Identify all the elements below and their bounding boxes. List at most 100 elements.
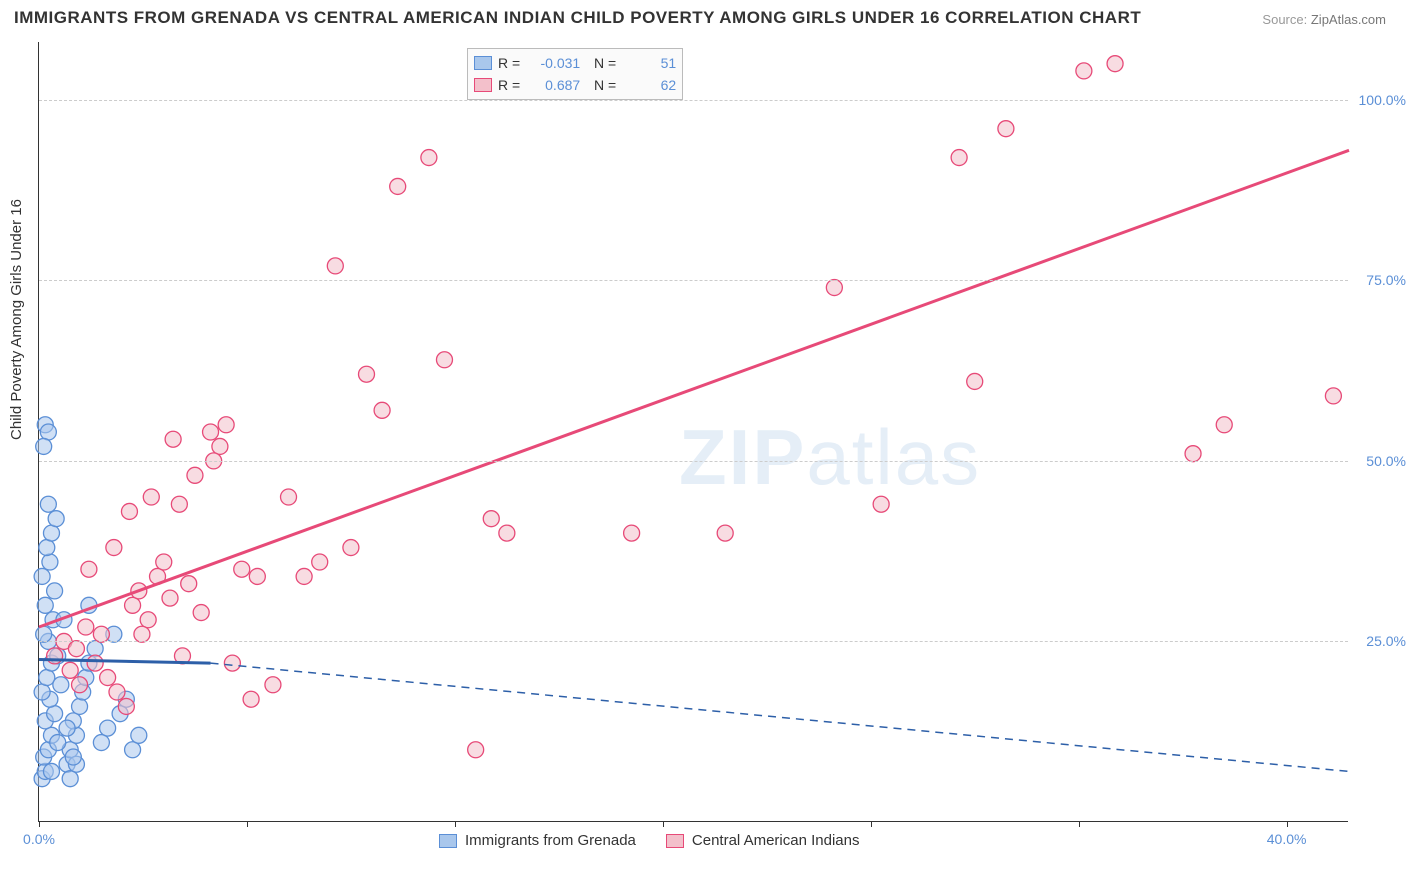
gridline xyxy=(39,641,1348,642)
data-point xyxy=(39,540,55,556)
data-point xyxy=(47,583,63,599)
data-point xyxy=(1325,388,1341,404)
data-point xyxy=(100,670,116,686)
data-point xyxy=(106,540,122,556)
gridline xyxy=(39,280,1348,281)
source-attribution: Source: ZipAtlas.com xyxy=(1262,12,1386,27)
data-point xyxy=(421,150,437,166)
data-point xyxy=(212,438,228,454)
data-point xyxy=(951,150,967,166)
data-point xyxy=(390,178,406,194)
x-tick-mark xyxy=(247,821,248,827)
data-point xyxy=(1185,446,1201,462)
gridline xyxy=(39,100,1348,101)
data-point xyxy=(312,554,328,570)
data-point xyxy=(826,280,842,296)
trend-line-dashed xyxy=(211,663,1349,771)
x-tick-label: 0.0% xyxy=(23,831,55,847)
data-point xyxy=(165,431,181,447)
data-point xyxy=(68,641,84,657)
x-tick-mark xyxy=(1079,821,1080,827)
data-point xyxy=(499,525,515,541)
data-point xyxy=(47,706,63,722)
chart-title: IMMIGRANTS FROM GRENADA VS CENTRAL AMERI… xyxy=(14,8,1141,28)
data-point xyxy=(193,605,209,621)
y-axis-label: Child Poverty Among Girls Under 16 xyxy=(8,199,25,440)
data-point xyxy=(1107,56,1123,72)
data-point xyxy=(436,352,452,368)
y-tick-label: 100.0% xyxy=(1359,92,1406,108)
source-value: ZipAtlas.com xyxy=(1311,12,1386,27)
data-point xyxy=(93,626,109,642)
data-point xyxy=(265,677,281,693)
legend-swatch-blue xyxy=(439,834,457,848)
data-point xyxy=(40,496,56,512)
data-point xyxy=(72,698,88,714)
y-tick-label: 25.0% xyxy=(1366,633,1406,649)
data-point xyxy=(121,503,137,519)
data-point xyxy=(468,742,484,758)
data-point xyxy=(93,735,109,751)
data-point xyxy=(234,561,250,577)
y-tick-label: 50.0% xyxy=(1366,453,1406,469)
data-point xyxy=(374,402,390,418)
data-point xyxy=(36,438,52,454)
data-point xyxy=(134,626,150,642)
legend-item-central-american: Central American Indians xyxy=(666,832,860,849)
data-point xyxy=(1076,63,1092,79)
data-point xyxy=(140,612,156,628)
data-point xyxy=(131,727,147,743)
data-point xyxy=(624,525,640,541)
data-point xyxy=(65,749,81,765)
data-point xyxy=(48,511,64,527)
data-point xyxy=(249,568,265,584)
data-point xyxy=(118,698,134,714)
data-point xyxy=(109,684,125,700)
chart-svg xyxy=(39,42,1348,821)
data-point xyxy=(100,720,116,736)
data-point xyxy=(181,576,197,592)
data-point xyxy=(34,684,50,700)
legend-swatch-pink xyxy=(666,834,684,848)
data-point xyxy=(162,590,178,606)
x-tick-mark xyxy=(39,821,40,827)
data-point xyxy=(203,424,219,440)
data-point xyxy=(72,677,88,693)
legend-label-2: Central American Indians xyxy=(692,832,860,849)
x-tick-label: 40.0% xyxy=(1267,831,1307,847)
data-point xyxy=(327,258,343,274)
y-tick-label: 75.0% xyxy=(1366,272,1406,288)
x-tick-mark xyxy=(871,821,872,827)
legend-item-grenada: Immigrants from Grenada xyxy=(439,832,636,849)
data-point xyxy=(62,662,78,678)
data-point xyxy=(967,373,983,389)
data-point xyxy=(125,597,141,613)
data-point xyxy=(43,525,59,541)
x-tick-mark xyxy=(663,821,664,827)
data-point xyxy=(36,626,52,642)
data-point xyxy=(717,525,733,541)
data-point xyxy=(47,648,63,664)
data-point xyxy=(281,489,297,505)
x-tick-mark xyxy=(1287,821,1288,827)
data-point xyxy=(218,417,234,433)
data-point xyxy=(42,554,58,570)
data-point xyxy=(50,735,66,751)
data-point xyxy=(873,496,889,512)
data-point xyxy=(34,568,50,584)
data-point xyxy=(81,561,97,577)
data-point xyxy=(483,511,499,527)
data-point xyxy=(43,763,59,779)
data-point xyxy=(143,489,159,505)
data-point xyxy=(53,677,69,693)
data-point xyxy=(243,691,259,707)
data-point xyxy=(37,597,53,613)
legend-label-1: Immigrants from Grenada xyxy=(465,832,636,849)
data-point xyxy=(87,641,103,657)
data-point xyxy=(187,467,203,483)
data-point xyxy=(156,554,172,570)
data-point xyxy=(998,121,1014,137)
data-point xyxy=(62,771,78,787)
data-point xyxy=(1216,417,1232,433)
data-point xyxy=(171,496,187,512)
